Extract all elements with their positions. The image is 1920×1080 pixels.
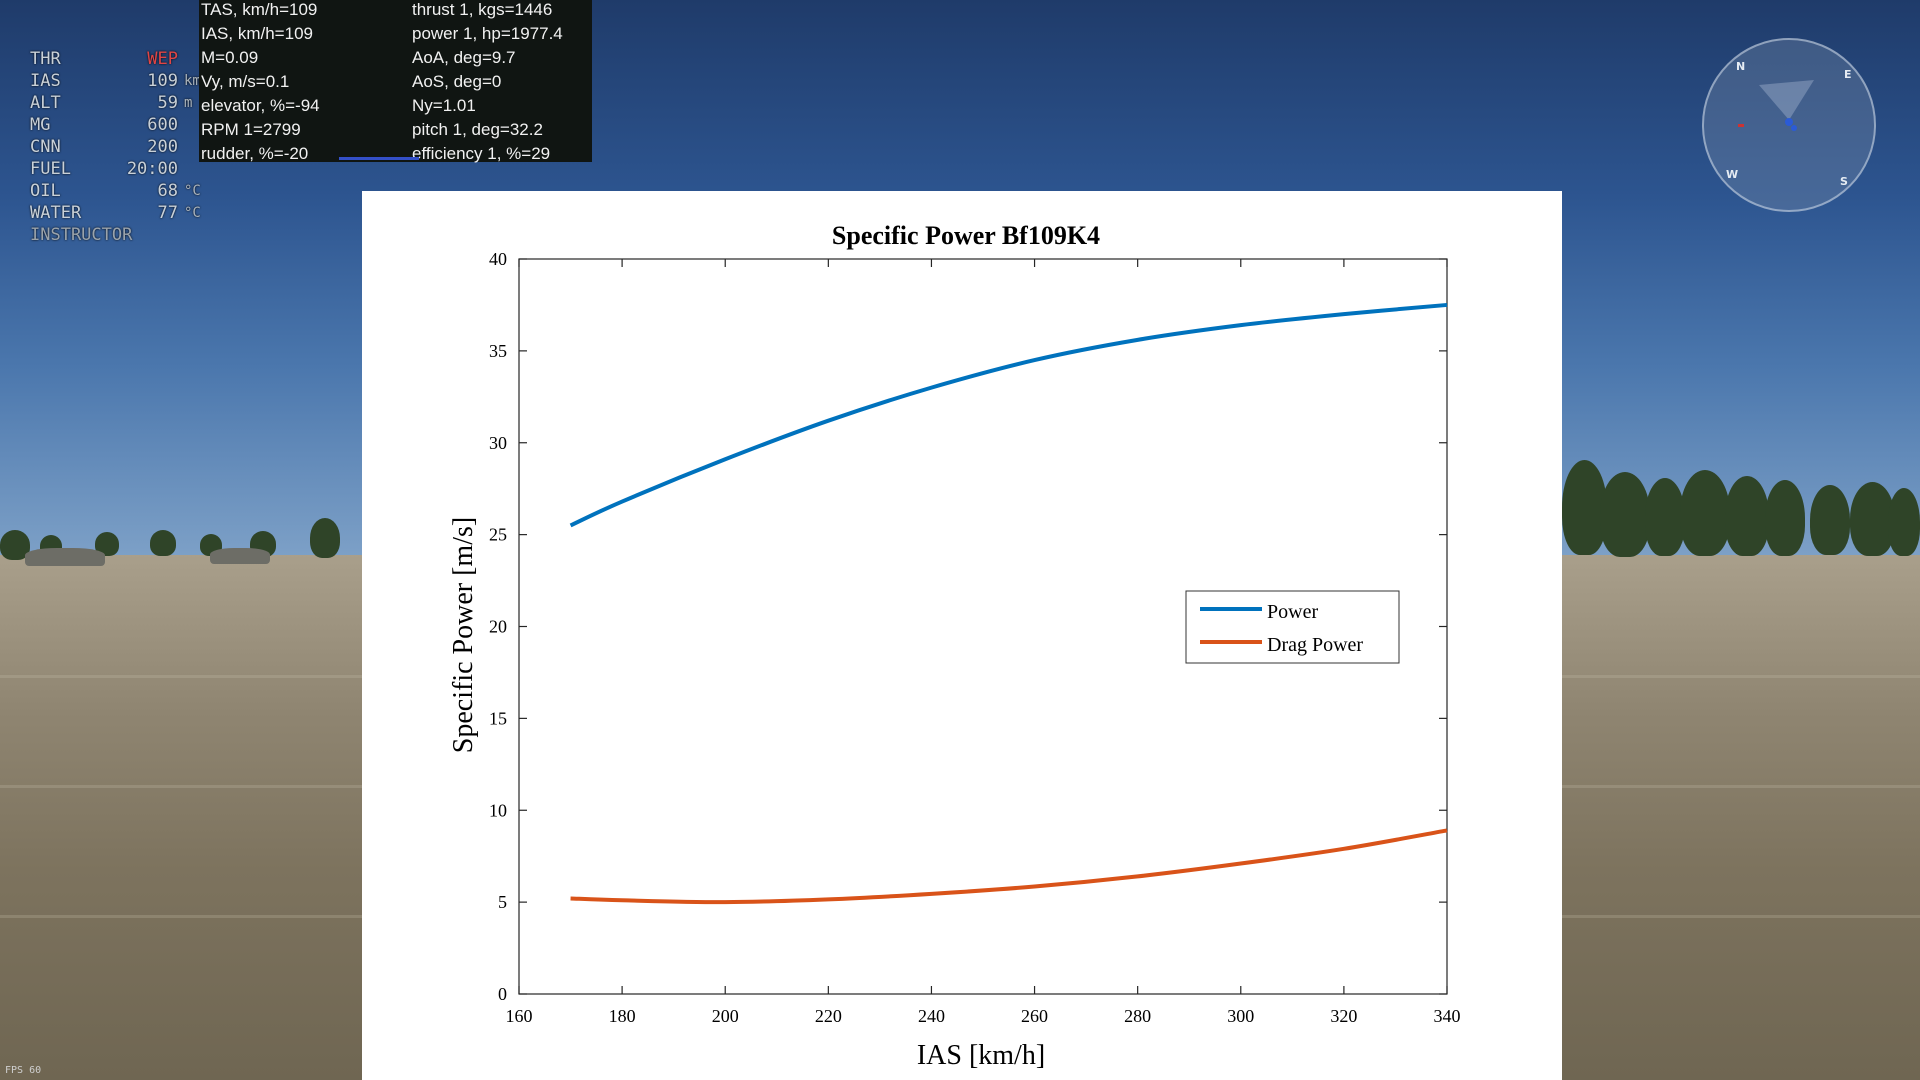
hud-row-alt: ALT 59 m (30, 92, 218, 114)
flight-stats-panel: TAS, km/h=109 IAS, km/h=109 M=0.09 Vy, m… (199, 0, 592, 163)
hud-key: WATER (30, 203, 82, 223)
stat-line: power 1, hp=1977.4 (412, 24, 563, 43)
stat-line: M=0.09 (201, 48, 259, 67)
compass-marks (1738, 80, 1814, 131)
y-tick-label: 35 (489, 341, 507, 361)
hud-unit: °C (184, 205, 201, 221)
hud-instructor: INSTRUCTOR (30, 225, 133, 245)
x-tick-label: 160 (506, 1006, 533, 1026)
stats-right-column: thrust 1, kgs=1446 power 1, hp=1977.4 Ao… (412, 0, 563, 166)
chart-panel: Specific Power Bf109K4 160 180 200 220 240 26… (362, 191, 1562, 1080)
legend-box (1185, 590, 1400, 664)
hud-key: THR (30, 49, 61, 69)
chart-axes: 160 180 200 220 240 260 280 300 320 340 0 5 10 15 20 25… (489, 249, 1461, 1026)
stat-line: pitch 1, deg=32.2 (412, 120, 543, 139)
hud-key: IAS (30, 71, 61, 91)
chart-series (569, 302, 1448, 905)
hud-value: 68 (157, 181, 178, 201)
x-tick-label: 300 (1227, 1006, 1254, 1026)
hud-key: CNN (30, 137, 61, 157)
stat-line: elevator, %=-94 (201, 96, 320, 115)
y-tick-label: 15 (489, 708, 507, 728)
hud-row-thr: THR WEP (30, 48, 218, 70)
stat-line: rudder, %=-20 (201, 144, 309, 163)
hud-row-ias: IAS 109 km/h (30, 70, 218, 92)
hud-unit: m (184, 95, 193, 111)
y-tick-label: 5 (498, 892, 507, 912)
stat-line: Ny=1.01 (412, 96, 476, 115)
stat-line: AoA, deg=9.7 (412, 48, 516, 67)
hud-key: FUEL (30, 159, 71, 179)
hud-row-water: WATER 77 °C (30, 202, 218, 224)
chart-legend: Power Drag Power (1185, 590, 1400, 664)
y-tick-label: 25 (489, 525, 507, 545)
x-tick-label: 180 (609, 1006, 636, 1026)
x-tick-label: 240 (918, 1006, 945, 1026)
hud-value: 20:00 (126, 159, 178, 179)
hud-key: MG (30, 115, 51, 135)
stat-line: thrust 1, kgs=1446 (412, 0, 553, 19)
stat-line: efficiency 1, %=29 (412, 144, 551, 163)
hud-row-fuel: FUEL 20:00 (30, 158, 218, 180)
compass-minimap: N E S W (1702, 38, 1876, 212)
x-tick-label: 320 (1330, 1006, 1357, 1026)
hud-unit: °C (184, 183, 201, 199)
specific-power-chart: Specific Power Bf109K4 160 180 200 220 240 26… (362, 191, 1562, 1080)
hud-value: 59 (157, 93, 178, 113)
x-tick-label: 280 (1124, 1006, 1151, 1026)
hud-value: 200 (147, 137, 178, 157)
y-tick-label: 30 (489, 433, 507, 453)
x-tick-label: 220 (815, 1006, 842, 1026)
y-tick-label: 20 (489, 617, 507, 637)
hud-value: 109 (147, 71, 178, 91)
stat-line: IAS, km/h=109 (201, 24, 313, 43)
hud-row-cnn: CNN 200 (30, 136, 218, 158)
stats-underline (339, 157, 419, 160)
series-line-drag-power (570, 828, 1448, 905)
hud-row-mg: MG 600 (30, 114, 218, 136)
hud-value: 77 (157, 203, 178, 223)
x-axis-label: IAS [km/h] (917, 1040, 1045, 1071)
compass-west: W (1726, 168, 1739, 181)
legend-label-drag-power: Drag Power (1267, 634, 1363, 656)
hud-row-oil: OIL 68 °C (30, 180, 218, 202)
stat-line: TAS, km/h=109 (201, 0, 318, 19)
compass-north: N (1736, 60, 1746, 73)
x-tick-label: 340 (1434, 1006, 1461, 1026)
y-tick-label: 40 (489, 249, 507, 269)
hud-key: OIL (30, 181, 61, 201)
stat-line: RPM 1=2799 (201, 120, 301, 139)
y-tick-label: 10 (489, 800, 507, 820)
x-tick-label: 200 (712, 1006, 739, 1026)
compass-east: E (1844, 68, 1852, 81)
legend-label-power: Power (1267, 601, 1318, 623)
flight-hud: THR WEP IAS 109 km/h ALT 59 m MG 600 CNN… (30, 48, 218, 246)
hud-value: WEP (147, 49, 178, 69)
y-axis-label: Specific Power [m/s] (448, 517, 479, 753)
series-line-power (569, 302, 1448, 528)
hud-value: 600 (147, 115, 178, 135)
stat-line: Vy, m/s=0.1 (201, 72, 290, 91)
chart-title: Specific Power Bf109K4 (832, 221, 1100, 250)
fps-counter: FPS 60 (5, 1065, 42, 1076)
x-tick-label: 260 (1021, 1006, 1048, 1026)
y-tick-label: 0 (498, 984, 507, 1004)
stats-left-column: TAS, km/h=109 IAS, km/h=109 M=0.09 Vy, m… (201, 0, 320, 166)
compass-south: S (1840, 175, 1848, 188)
hud-key: ALT (30, 93, 61, 113)
stat-line: AoS, deg=0 (412, 72, 502, 91)
